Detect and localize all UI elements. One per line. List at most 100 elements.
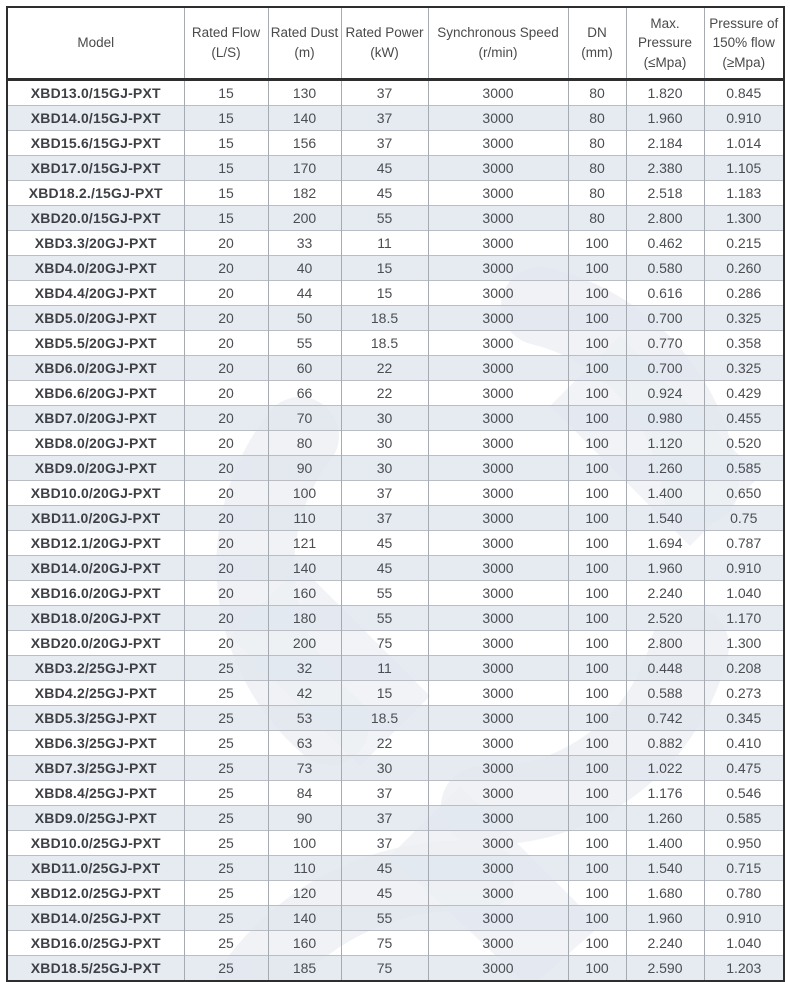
cell-synchronous-speed: 3000 [427, 380, 568, 406]
cell-synchronous-speed: 3000 [427, 680, 568, 706]
cell-dn: 80 [567, 155, 626, 181]
cell-model: XBD14.0/25GJ-PXT [7, 905, 184, 931]
cell-pressure-150-flow: 0.429 [703, 380, 784, 406]
cell-model: XBD6.0/20GJ-PXT [7, 355, 184, 381]
cell-model: XBD13.0/15GJ-PXT [30, 85, 161, 101]
cell-max-pressure: 2.800 [625, 630, 704, 656]
cell-max-pressure: 2.590 [625, 955, 704, 981]
cell-pressure-150-flow: 0.358 [703, 330, 784, 356]
cell-dn: 100 [567, 855, 626, 881]
cell-synchronous-speed: 3000 [427, 130, 568, 156]
cell-synchronous-speed: 3000 [427, 705, 568, 731]
table-header: Model Rated Flow (L/S) Rated Dust (m) Ra… [7, 7, 784, 81]
cell-synchronous-speed: 3000 [427, 505, 568, 531]
cell-dn: 100 [567, 680, 626, 706]
cell-dn: 100 [567, 655, 626, 681]
cell-dn: 80 [567, 130, 626, 156]
cell-synchronous-speed: 3000 [427, 255, 568, 281]
col-header-dn: DN (mm) [567, 7, 626, 81]
cell-rated-dust: 121 [267, 530, 341, 556]
cell-rated-flow: 20 [183, 455, 268, 481]
cell-dn: 100 [567, 405, 626, 431]
cell-rated-power: 75 [340, 630, 428, 656]
cell-rated-flow: 20 [183, 330, 268, 356]
cell-rated-power: 37 [340, 780, 428, 806]
cell-rated-power: 37 [340, 805, 428, 831]
table-row: XBD5.3/25GJ-PXT 25 53 18.5 3000 100 0.742 0.345 [7, 705, 784, 731]
cell-rated-dust: 100 [267, 480, 341, 506]
cell-synchronous-speed: 3000 [427, 480, 568, 506]
cell-rated-dust: 60 [267, 355, 341, 381]
cell-rated-dust: 110 [267, 855, 341, 881]
cell-pressure-150-flow: 0.715 [703, 855, 784, 881]
cell-max-pressure: 1.176 [625, 780, 704, 806]
cell-max-pressure: 0.770 [625, 330, 704, 356]
cell-rated-power: 15 [340, 280, 428, 306]
cell-max-pressure: 2.518 [625, 180, 704, 206]
cell-model: XBD4.0/20GJ-PXT [7, 255, 184, 281]
cell-rated-dust: 140 [267, 555, 341, 581]
cell-rated-flow: 25 [183, 905, 268, 931]
table-row: XBD16.0/20GJ-PXT 20 160 55 3000 100 2.240 1.040 [7, 580, 784, 606]
cell-rated-power: 11 [340, 230, 428, 256]
cell-model: XBD16.0/20GJ-PXT [7, 580, 184, 606]
cell-rated-flow: 20 [183, 480, 268, 506]
cell-model: XBD7.0/20GJ-PXT [7, 405, 184, 431]
cell-max-pressure: 1.400 [625, 480, 704, 506]
cell-model: XBD9.0/20GJ-PXT [7, 455, 184, 481]
cell-rated-power: 55 [340, 580, 428, 606]
table-row: XBD13.0/15GJ-PXT 15 130 37 3000 80 1.820 0.845 [7, 79, 784, 106]
cell-rated-power: 22 [340, 355, 428, 381]
cell-max-pressure: 0.462 [625, 230, 704, 256]
cell-pressure-150-flow: 0.546 [703, 780, 784, 806]
col-header-synchronous-speed: Synchronous Speed (r/min) [427, 7, 568, 81]
cell-synchronous-speed: 3000 [427, 355, 568, 381]
cell-rated-power: 30 [340, 405, 428, 431]
pump-spec-sheet: Model Rated Flow (L/S) Rated Dust (m) Ra… [0, 6, 790, 982]
cell-rated-dust: 44 [267, 280, 341, 306]
cell-rated-power: 22 [340, 730, 428, 756]
cell-synchronous-speed: 3000 [427, 880, 568, 906]
cell-pressure-150-flow: 0.585 [703, 455, 784, 481]
cell-model: XBD5.3/25GJ-PXT [7, 705, 184, 731]
table-row: XBD14.0/15GJ-PXT 15 140 37 3000 80 1.960 0.910 [7, 105, 784, 131]
cell-model: XBD7.3/25GJ-PXT [7, 755, 184, 781]
cell-synchronous-speed: 3000 [427, 830, 568, 856]
cell-rated-dust: 182 [267, 180, 341, 206]
cell-dn: 100 [567, 880, 626, 906]
cell-rated-dust: 63 [267, 730, 341, 756]
table-row: XBD16.0/25GJ-PXT 25 160 75 3000 100 2.240 1.040 [7, 930, 784, 956]
cell-model: XBD16.0/25GJ-PXT [7, 930, 184, 956]
cell-pressure-150-flow: 1.300 [703, 630, 784, 656]
cell-dn: 80 [567, 105, 626, 131]
cell-synchronous-speed: 3000 [427, 180, 568, 206]
cell-model: XBD15.6/15GJ-PXT [7, 130, 184, 156]
cell-rated-dust: 50 [267, 305, 341, 331]
header-row: Model Rated Flow (L/S) Rated Dust (m) Ra… [7, 7, 784, 81]
cell-pressure-150-flow: 0.410 [703, 730, 784, 756]
table-row: XBD18.2./15GJ-PXT 15 182 45 3000 80 2.518 1.183 [7, 180, 784, 206]
cell-rated-power: 37 [340, 130, 428, 156]
cell-pressure-150-flow: 0.910 [703, 105, 784, 131]
table-row: XBD6.3/25GJ-PXT 25 63 22 3000 100 0.882 0.410 [7, 730, 784, 756]
cell-dn: 100 [567, 380, 626, 406]
cell-dn: 100 [567, 530, 626, 556]
cell-model: XBD12.0/25GJ-PXT [7, 880, 184, 906]
cell-pressure-150-flow: 1.183 [703, 180, 784, 206]
cell-rated-dust: 40 [267, 255, 341, 281]
cell-pressure-150-flow: 0.780 [703, 880, 784, 906]
cell-rated-flow: 20 [183, 305, 268, 331]
cell-pressure-150-flow: 1.040 [703, 930, 784, 956]
cell-rated-flow: 25 [183, 730, 268, 756]
cell-rated-flow: 20 [183, 530, 268, 556]
table-row: XBD3.3/20GJ-PXT 20 33 11 3000 100 0.462 0.215 [7, 230, 784, 256]
cell-dn: 80 [567, 205, 626, 231]
cell-rated-flow: 20 [183, 355, 268, 381]
cell-synchronous-speed: 3000 [427, 805, 568, 831]
cell-max-pressure: 1.540 [625, 505, 704, 531]
cell-pressure-150-flow: 0.273 [703, 680, 784, 706]
cell-pressure-150-flow: 1.105 [703, 155, 784, 181]
cell-pressure-150-flow: 0.455 [703, 405, 784, 431]
cell-synchronous-speed: 3000 [427, 955, 568, 981]
cell-rated-power: 37 [340, 79, 428, 106]
